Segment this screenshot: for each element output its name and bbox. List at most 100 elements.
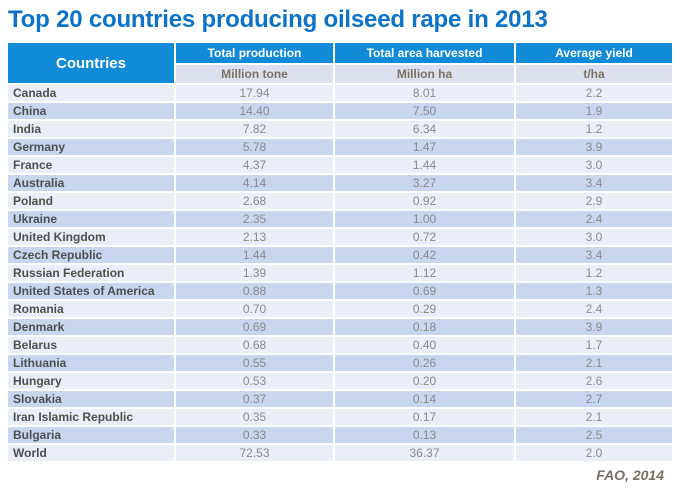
table-row: Ukraine 2.35 1.00 2.4 [8, 211, 672, 227]
value-cell: 3.9 [516, 139, 672, 155]
column-header-total-area-harvested: Total area harvested [335, 43, 514, 63]
value-cell: 2.0 [516, 445, 672, 461]
value-cell: 0.26 [335, 355, 514, 371]
value-cell: 7.50 [335, 103, 514, 119]
value-cell: 0.14 [335, 391, 514, 407]
country-cell: Lithuania [8, 355, 174, 371]
value-cell: 1.2 [516, 121, 672, 137]
value-cell: 2.4 [516, 211, 672, 227]
value-cell: 0.13 [335, 427, 514, 443]
table-row: Russian Federation 1.39 1.12 1.2 [8, 265, 672, 281]
value-cell: 0.20 [335, 373, 514, 389]
value-cell: 1.7 [516, 337, 672, 353]
country-cell: United Kingdom [8, 229, 174, 245]
value-cell: 0.88 [176, 283, 333, 299]
value-cell: 0.40 [335, 337, 514, 353]
column-header-countries: Countries [8, 43, 174, 83]
value-cell: 1.47 [335, 139, 514, 155]
unit-header-million-tone: Million tone [176, 65, 333, 83]
value-cell: 0.68 [176, 337, 333, 353]
value-cell: 3.27 [335, 175, 514, 191]
value-cell: 2.35 [176, 211, 333, 227]
value-cell: 1.12 [335, 265, 514, 281]
table-row: Slovakia 0.37 0.14 2.7 [8, 391, 672, 407]
country-cell: Australia [8, 175, 174, 191]
value-cell: 0.72 [335, 229, 514, 245]
table-row: Australia 4.14 3.27 3.4 [8, 175, 672, 191]
source-caption: FAO, 2014 [596, 467, 664, 483]
table-row: Lithuania 0.55 0.26 2.1 [8, 355, 672, 371]
value-cell: 5.78 [176, 139, 333, 155]
value-cell: 0.33 [176, 427, 333, 443]
oilseed-rape-table: Countries Total production Total area ha… [6, 41, 674, 463]
country-cell: Canada [8, 85, 174, 101]
country-cell: India [8, 121, 174, 137]
value-cell: 0.18 [335, 319, 514, 335]
header-row: Countries Total production Total area ha… [8, 43, 672, 83]
country-cell: Poland [8, 193, 174, 209]
country-cell: Germany [8, 139, 174, 155]
value-cell: 0.17 [335, 409, 514, 425]
country-cell: United States of America [8, 283, 174, 299]
value-cell: 36.37 [335, 445, 514, 461]
value-cell: 1.2 [516, 265, 672, 281]
value-cell: 6.34 [335, 121, 514, 137]
value-cell: 1.44 [176, 247, 333, 263]
value-cell: 2.6 [516, 373, 672, 389]
column-header-average-yield: Average yield [516, 43, 672, 63]
value-cell: 2.13 [176, 229, 333, 245]
unit-header-t-per-ha: t/ha [516, 65, 672, 83]
country-cell: World [8, 445, 174, 461]
value-cell: 2.1 [516, 355, 672, 371]
table-body: Canada 17.94 8.01 2.2 China 14.40 7.50 1.9 India… [8, 85, 672, 461]
value-cell: 3.9 [516, 319, 672, 335]
page-title: Top 20 countries producing oilseed rape … [8, 6, 548, 33]
value-cell: 1.9 [516, 103, 672, 119]
country-cell: Bulgaria [8, 427, 174, 443]
country-cell: Czech Republic [8, 247, 174, 263]
value-cell: 3.4 [516, 175, 672, 191]
value-cell: 0.29 [335, 301, 514, 317]
value-cell: 7.82 [176, 121, 333, 137]
table-row: France 4.37 1.44 3.0 [8, 157, 672, 173]
table-row: Poland 2.68 0.92 2.9 [8, 193, 672, 209]
table-row: World 72.53 36.37 2.0 [8, 445, 672, 461]
value-cell: 2.1 [516, 409, 672, 425]
country-cell: France [8, 157, 174, 173]
value-cell: 3.0 [516, 229, 672, 245]
value-cell: 0.53 [176, 373, 333, 389]
value-cell: 0.69 [335, 283, 514, 299]
country-cell: Slovakia [8, 391, 174, 407]
value-cell: 1.3 [516, 283, 672, 299]
value-cell: 2.9 [516, 193, 672, 209]
country-cell: Hungary [8, 373, 174, 389]
table-row: China 14.40 7.50 1.9 [8, 103, 672, 119]
table-row: Romania 0.70 0.29 2.4 [8, 301, 672, 317]
value-cell: 0.35 [176, 409, 333, 425]
value-cell: 2.2 [516, 85, 672, 101]
value-cell: 8.01 [335, 85, 514, 101]
value-cell: 0.70 [176, 301, 333, 317]
table-row: Bulgaria 0.33 0.13 2.5 [8, 427, 672, 443]
table-row: Germany 5.78 1.47 3.9 [8, 139, 672, 155]
unit-header-million-ha: Million ha [335, 65, 514, 83]
value-cell: 1.44 [335, 157, 514, 173]
value-cell: 4.14 [176, 175, 333, 191]
value-cell: 0.69 [176, 319, 333, 335]
country-cell: China [8, 103, 174, 119]
unit-header-row: Million tone Million ha t/ha [8, 65, 672, 83]
value-cell: 2.7 [516, 391, 672, 407]
value-cell: 0.37 [176, 391, 333, 407]
value-cell: 14.40 [176, 103, 333, 119]
value-cell: 1.39 [176, 265, 333, 281]
value-cell: 17.94 [176, 85, 333, 101]
country-cell: Denmark [8, 319, 174, 335]
country-cell: Ukraine [8, 211, 174, 227]
table-row: India 7.82 6.34 1.2 [8, 121, 672, 137]
value-cell: 72.53 [176, 445, 333, 461]
value-cell: 1.00 [335, 211, 514, 227]
value-cell: 3.4 [516, 247, 672, 263]
value-cell: 4.37 [176, 157, 333, 173]
value-cell: 0.42 [335, 247, 514, 263]
